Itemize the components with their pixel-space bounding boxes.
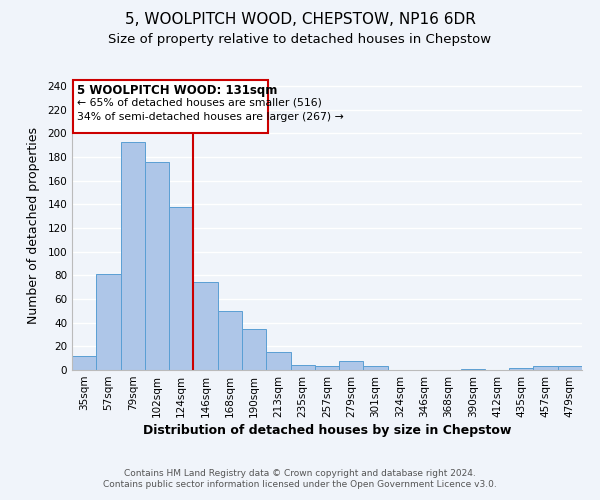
Bar [242,328,266,370]
Bar [266,352,290,370]
Bar [364,366,388,370]
X-axis label: Distribution of detached houses by size in Chepstow: Distribution of detached houses by size … [143,424,511,437]
Text: Size of property relative to detached houses in Chepstow: Size of property relative to detached ho… [109,32,491,46]
Bar [290,366,315,370]
Bar [169,206,193,370]
Text: 5, WOOLPITCH WOOD, CHEPSTOW, NP16 6DR: 5, WOOLPITCH WOOD, CHEPSTOW, NP16 6DR [125,12,475,28]
Bar [509,368,533,370]
Bar [218,311,242,370]
Bar [96,274,121,370]
Bar [315,366,339,370]
Text: 5 WOOLPITCH WOOD: 131sqm: 5 WOOLPITCH WOOD: 131sqm [77,84,277,96]
FancyBboxPatch shape [73,80,268,134]
Bar [558,366,582,370]
Text: ← 65% of detached houses are smaller (516): ← 65% of detached houses are smaller (51… [77,98,322,108]
Bar [145,162,169,370]
Bar [461,369,485,370]
Bar [121,142,145,370]
Y-axis label: Number of detached properties: Number of detached properties [28,126,40,324]
Bar [339,360,364,370]
Bar [72,356,96,370]
Text: Contains HM Land Registry data © Crown copyright and database right 2024.: Contains HM Land Registry data © Crown c… [124,468,476,477]
Bar [533,366,558,370]
Bar [193,282,218,370]
Text: 34% of semi-detached houses are larger (267) →: 34% of semi-detached houses are larger (… [77,112,344,122]
Text: Contains public sector information licensed under the Open Government Licence v3: Contains public sector information licen… [103,480,497,489]
